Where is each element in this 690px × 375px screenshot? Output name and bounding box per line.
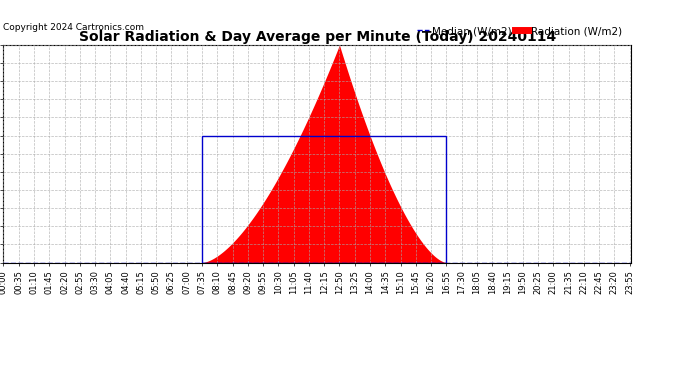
Legend: Median (W/m2), Radiation (W/m2): Median (W/m2), Radiation (W/m2): [413, 22, 626, 40]
Title: Solar Radiation & Day Average per Minute (Today) 20240114: Solar Radiation & Day Average per Minute…: [79, 30, 556, 44]
Text: Copyright 2024 Cartronics.com: Copyright 2024 Cartronics.com: [3, 23, 144, 32]
Bar: [202, 136, 446, 262]
